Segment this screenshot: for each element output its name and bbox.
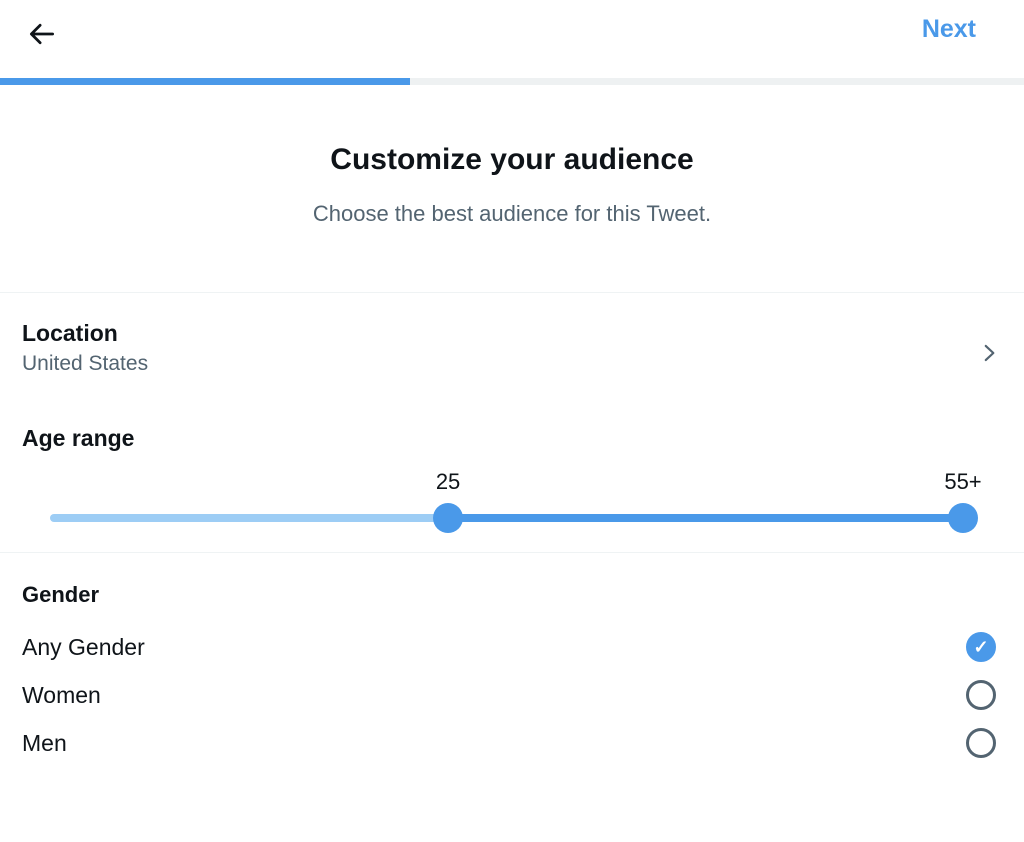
age-slider-track-active <box>448 514 963 522</box>
gender-option-radio[interactable]: ✓ <box>966 680 996 710</box>
age-slider-track-inactive <box>50 514 449 522</box>
gender-option-radio[interactable]: ✓ <box>966 728 996 758</box>
next-button[interactable]: Next <box>921 15 976 43</box>
gender-option-label: Men <box>22 729 67 756</box>
progress-bar-fill <box>0 78 410 85</box>
gender-option-radio[interactable]: ✓ <box>966 632 996 662</box>
page-subtitle: Choose the best audience for this Tweet. <box>312 201 712 226</box>
header: Next <box>0 0 1024 78</box>
arrow-left-icon <box>27 19 57 49</box>
location-label: Location <box>22 320 118 346</box>
progress-bar <box>0 78 1024 85</box>
gender-section: Gender Any Gender ✓ Women ✓ Men ✓ <box>0 552 1024 767</box>
back-button[interactable] <box>24 16 60 52</box>
gender-option-women[interactable]: Women ✓ <box>22 671 1002 719</box>
location-value: United States <box>22 352 149 375</box>
gender-option-any[interactable]: Any Gender ✓ <box>22 623 1002 671</box>
age-range-slider[interactable]: 25 55+ <box>0 453 1024 552</box>
age-range-label: Age range <box>22 425 135 451</box>
chevron-right-icon <box>976 340 1002 366</box>
page-title: Customize your audience <box>330 143 694 176</box>
intro-section: Customize your audience Choose the best … <box>0 85 1024 292</box>
gender-label: Gender <box>22 582 100 607</box>
location-text-block: Location United States <box>22 318 148 377</box>
age-max-handle[interactable] <box>948 503 978 533</box>
age-slider-track[interactable] <box>50 514 963 522</box>
age-min-value: 25 <box>435 469 461 494</box>
gender-option-label: Women <box>22 681 101 708</box>
location-row[interactable]: Location United States <box>0 292 1024 377</box>
check-icon: ✓ <box>973 637 989 657</box>
gender-option-men[interactable]: Men ✓ <box>22 719 1002 767</box>
gender-option-label: Any Gender <box>22 633 145 660</box>
gender-options: Any Gender ✓ Women ✓ Men ✓ <box>22 623 1002 767</box>
age-max-value: 55+ <box>944 469 982 494</box>
age-min-handle[interactable] <box>433 503 464 533</box>
age-range-section: Age range 25 55+ <box>0 423 1024 552</box>
